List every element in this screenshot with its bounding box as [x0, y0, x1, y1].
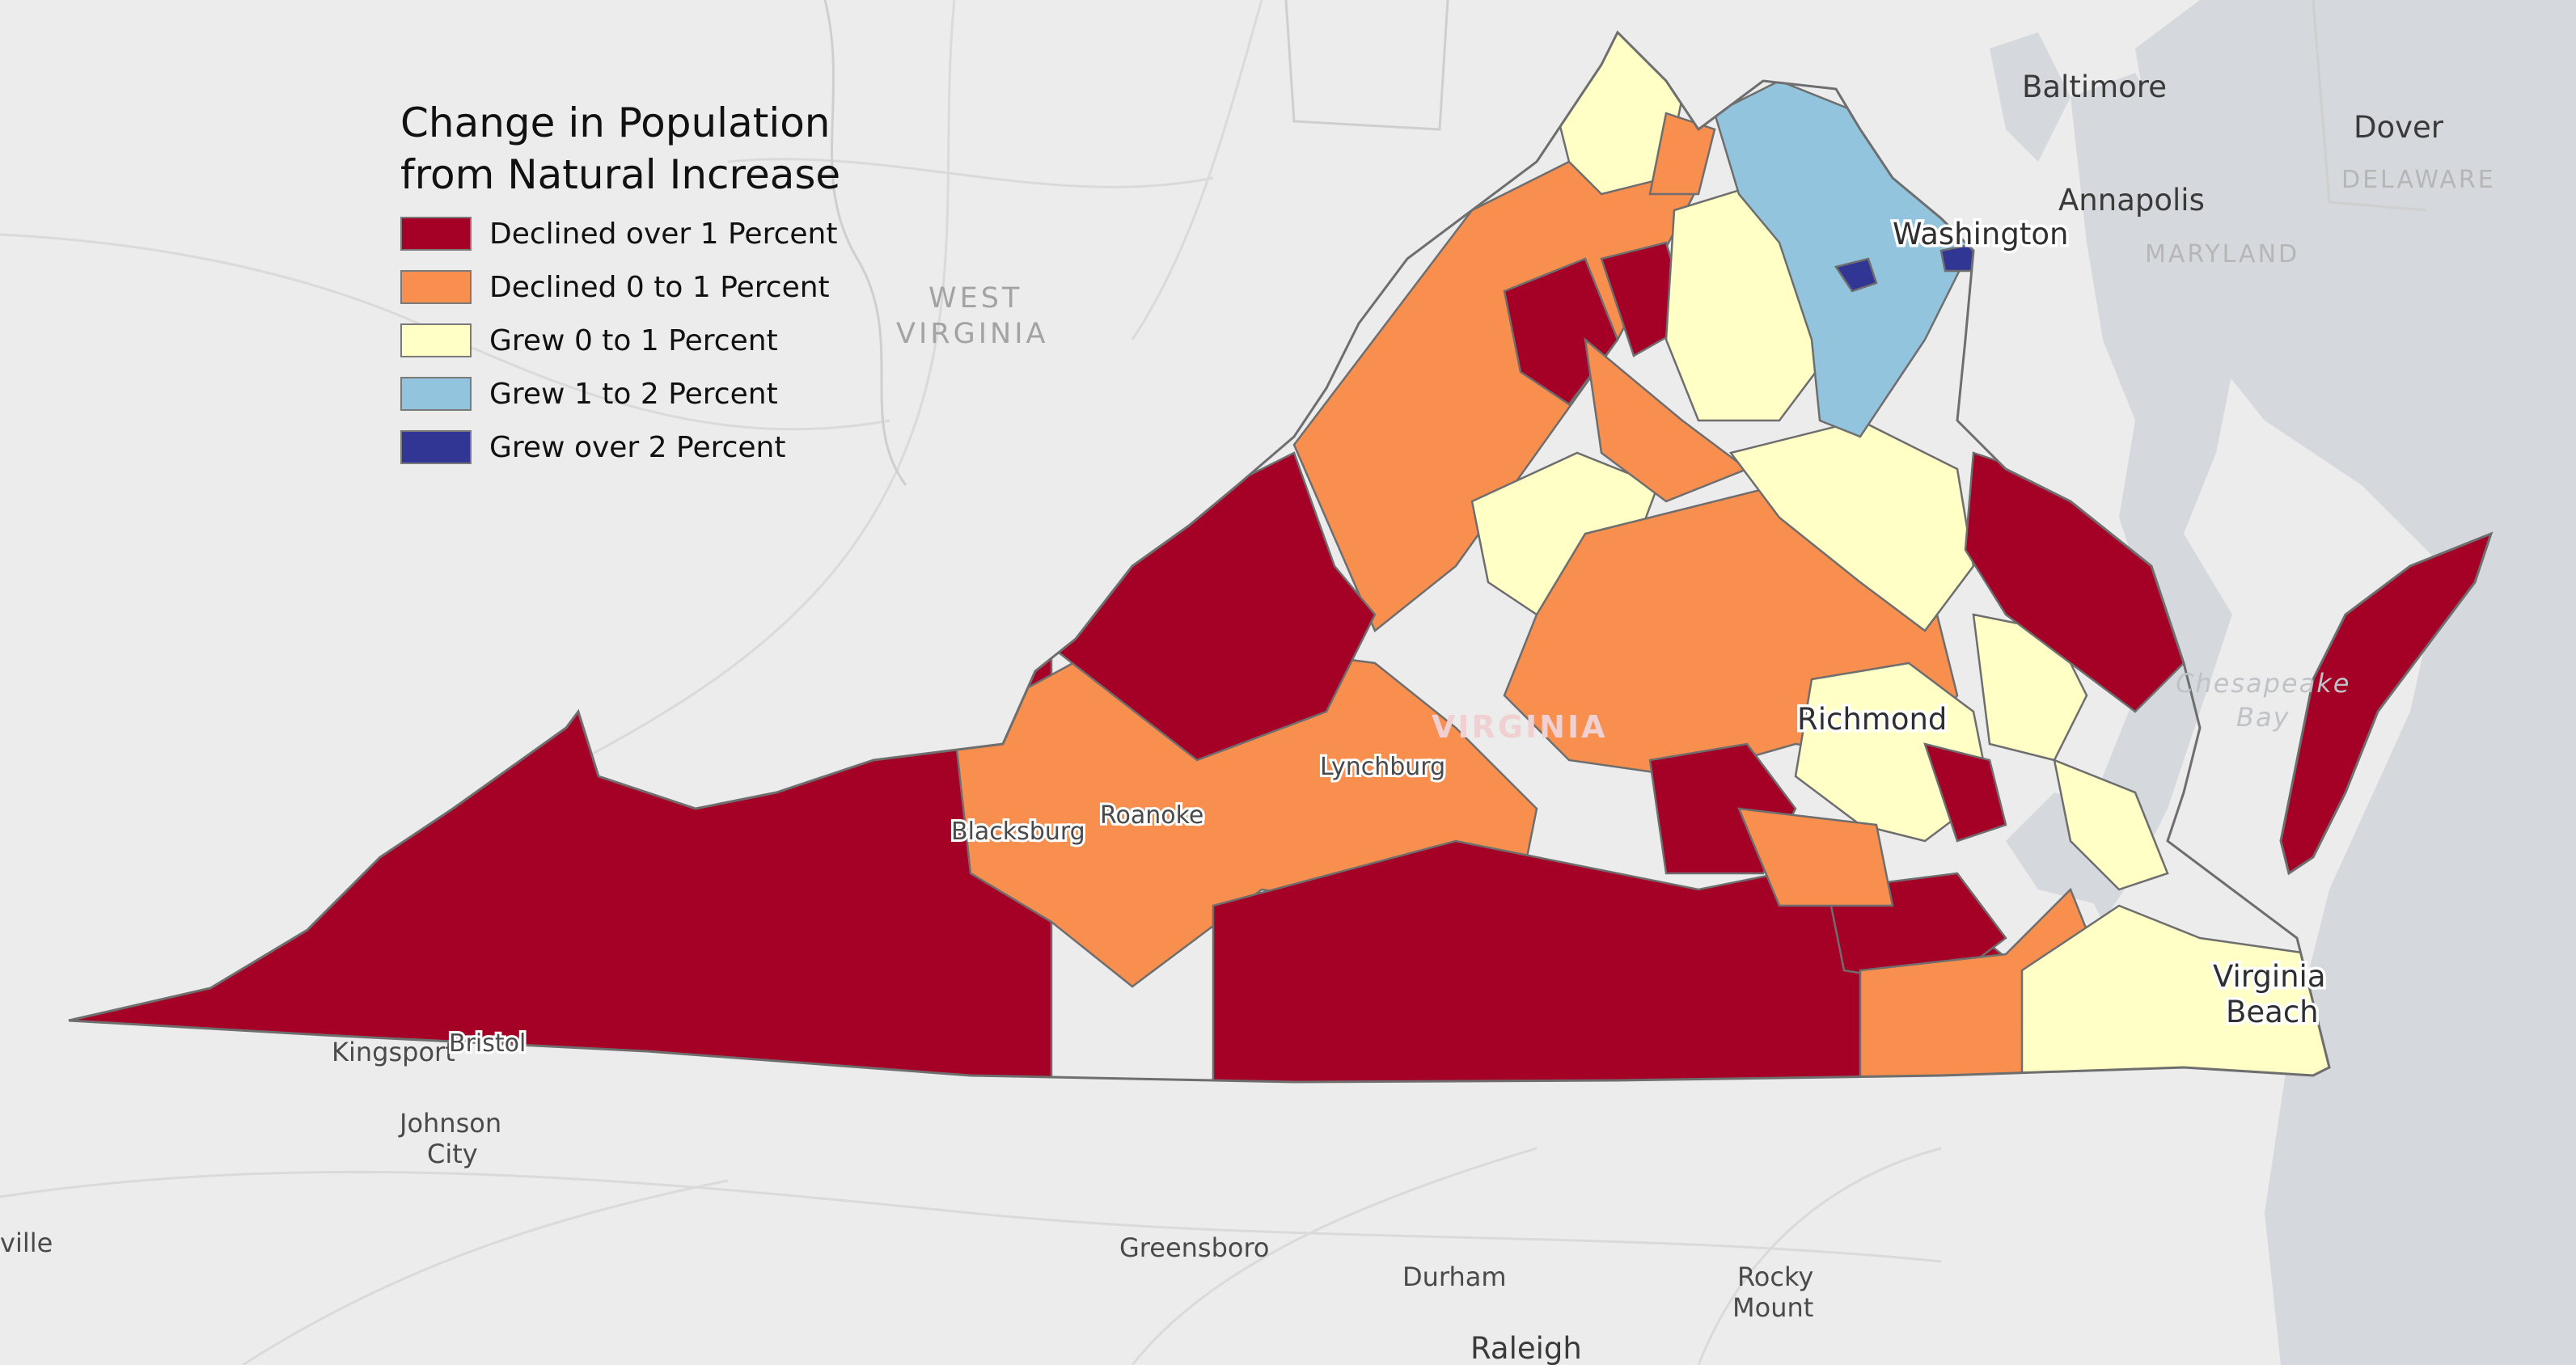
label-bristol: Bristol [449, 1029, 526, 1058]
label-raleigh: Raleigh [1470, 1331, 1582, 1365]
legend-item: Grew 1 to 2 Percent [400, 367, 840, 420]
legend-item: Grew over 2 Percent [400, 420, 840, 474]
legend-items: Declined over 1 Percent Declined 0 to 1 P… [400, 207, 840, 474]
label-chesapeake: Chesapeake [2176, 668, 2350, 699]
label-delaware: DELAWARE [2341, 166, 2496, 194]
label-kingsport: Kingsport [332, 1037, 455, 1067]
label-johnson-city-1: Johnson [398, 1108, 501, 1139]
legend-swatch [400, 377, 472, 411]
legend-title: Change in Population from Natural Increa… [400, 97, 840, 201]
state-borders [823, 0, 2427, 486]
legend-label: Grew 1 to 2 Percent [489, 377, 778, 411]
label-dover: Dover [2354, 110, 2444, 145]
legend-label: Declined 0 to 1 Percent [489, 270, 830, 304]
legend-item: Declined 0 to 1 Percent [400, 260, 840, 314]
legend-swatch [400, 430, 472, 464]
legend-label: Grew over 2 Percent [489, 430, 786, 464]
label-washington: Washington [1893, 217, 2068, 251]
legend-item: Declined over 1 Percent [400, 207, 840, 260]
legend-swatch [400, 270, 472, 304]
label-baltimore: Baltimore [2022, 70, 2167, 104]
label-richmond: Richmond [1797, 702, 1947, 737]
label-johnson-city-2: City [427, 1139, 478, 1169]
legend-swatch [400, 217, 472, 251]
eastern-shore [2279, 531, 2494, 876]
legend-swatch [400, 323, 472, 357]
county-fills [69, 32, 2329, 1082]
label-virginia: VIRGINIA [1432, 709, 1608, 745]
label-rocky-mount-1: Rocky [1737, 1261, 1813, 1292]
label-greensboro: Greensboro [1119, 1232, 1270, 1263]
legend-title-line1: Change in Population [400, 99, 831, 146]
label-west-virginia-2: VIRGINIA [896, 318, 1048, 350]
label-ville: ville [0, 1228, 53, 1258]
label-rocky-mount-2: Mount [1732, 1292, 1813, 1323]
label-durham: Durham [1402, 1261, 1507, 1292]
label-annapolis: Annapolis [2058, 183, 2205, 218]
label-blacksburg: Blacksburg [951, 818, 1085, 846]
label-bay: Bay [2236, 702, 2290, 733]
legend-label: Declined over 1 Percent [489, 217, 838, 251]
label-virginia-beach-2: Beach [2226, 995, 2319, 1029]
legend-item: Grew 0 to 1 Percent [400, 314, 840, 367]
label-virginia-beach-1: Virginia [2213, 959, 2326, 994]
virginia-outline [68, 30, 2331, 1084]
water-features [1990, 0, 2576, 1365]
legend-label: Grew 0 to 1 Percent [489, 323, 778, 357]
map-legend: Change in Population from Natural Increa… [400, 97, 840, 474]
label-west-virginia-1: WEST [928, 282, 1022, 315]
label-roanoke: Roanoke [1100, 801, 1203, 830]
label-maryland: MARYLAND [2145, 240, 2299, 268]
legend-title-line2: from Natural Increase [400, 151, 841, 198]
label-lynchburg: Lynchburg [1320, 753, 1445, 781]
place-labels: Baltimore Dover DELAWARE Annapolis Washi… [0, 70, 2496, 1365]
